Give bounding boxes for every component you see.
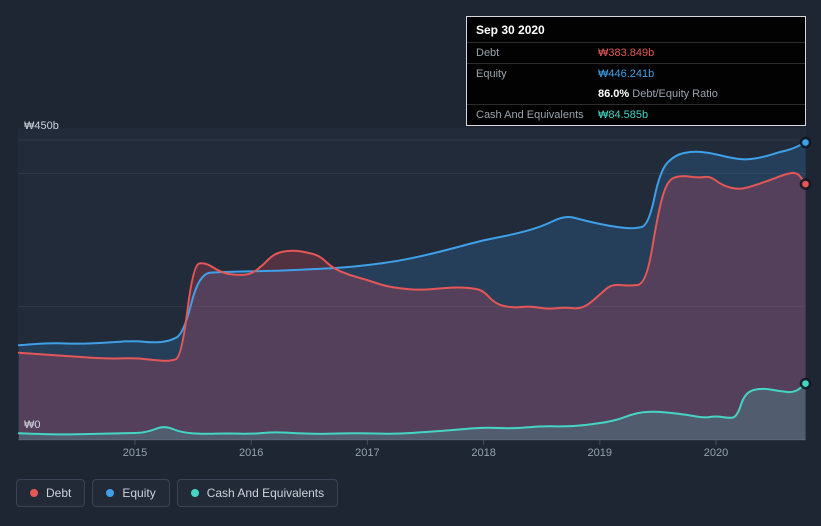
x-axis-tick-2016: 2016 [238, 447, 264, 459]
tooltip-debt-row: Debt ₩383.849b [467, 42, 805, 63]
y-axis-label-max: ₩450b [24, 120, 59, 132]
x-axis-tick-2017: 2017 [355, 447, 380, 459]
tooltip-ratio-value: 86.0% [598, 88, 630, 100]
tooltip-date: Sep 30 2020 [476, 23, 545, 37]
cash-series-dot-icon [190, 489, 199, 497]
tooltip-debt-value: ₩383.849b [598, 47, 655, 59]
tooltip-equity-label: Equity [476, 68, 507, 80]
legend-item-cash[interactable]: Cash And Equivalents [176, 479, 339, 507]
x-axis-tick-2015: 2015 [122, 447, 148, 459]
tooltip-cash-label: Cash And Equivalents [476, 109, 584, 121]
chart-area-fills [18, 142, 806, 440]
debt-series-dot-icon [30, 489, 38, 497]
tooltip-cash-row: Cash And Equivalents ₩84.585b [467, 104, 805, 125]
legend-item-equity-label: Equity [122, 486, 156, 500]
x-axis-tick-2019: 2019 [587, 447, 613, 459]
tooltip-ratio-row: 86.0% Debt/Equity Ratio [467, 84, 805, 104]
tooltip-equity-value: ₩446.241b [598, 68, 655, 80]
legend-item-debt[interactable]: Debt [16, 479, 86, 507]
x-axis-tick-2020: 2020 [703, 447, 729, 459]
legend-item-equity[interactable]: Equity [92, 479, 170, 507]
chart-endpoint-markers[interactable] [799, 136, 812, 390]
y-axis-label-min: ₩0 [24, 419, 41, 431]
chart-lines [17, 141, 807, 436]
plot-background [18, 128, 806, 440]
legend-item-cash-label: Cash And Equivalents [206, 486, 325, 500]
tooltip-cash-value: ₩84.585b [598, 109, 649, 121]
tooltip-ratio-value-group: 86.0% Debt/Equity Ratio [598, 88, 718, 100]
tooltip-equity-row: Equity ₩446.241b [467, 63, 805, 84]
equity-series-dot-icon [106, 489, 115, 497]
legend-item-debt-label: Debt [46, 486, 72, 500]
x-axis-ticks [134, 440, 717, 445]
tooltip-ratio-label: Debt/Equity Ratio [632, 88, 718, 100]
x-axis-tick-2018: 2018 [471, 447, 496, 459]
legend: Debt Equity Cash And Equivalents [16, 479, 339, 507]
tooltip-debt-label: Debt [476, 47, 500, 59]
chart-tooltip: Sep 30 2020 Debt ₩383.849b Equity ₩446.2… [466, 16, 806, 126]
gridlines [18, 139, 806, 308]
